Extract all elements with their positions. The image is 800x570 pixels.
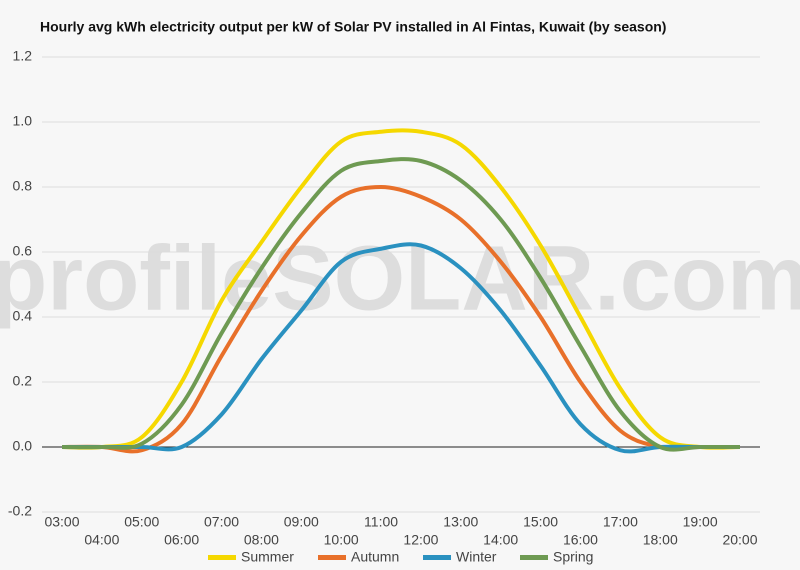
legend-swatch (318, 555, 346, 560)
x-tick-label: 15:00 (523, 514, 558, 530)
x-tick-label: 19:00 (683, 514, 718, 530)
y-tick-label: 0.6 (13, 243, 33, 259)
line (62, 242, 740, 454)
y-tick-label: 0.8 (13, 178, 33, 194)
y-tick-label: 0.2 (13, 373, 33, 389)
x-tick-label: 16:00 (563, 532, 598, 548)
line (61, 185, 740, 454)
y-tick-label: 1.2 (13, 48, 33, 64)
legend-label: Summer (241, 549, 294, 565)
x-tick-label: 03:00 (44, 514, 79, 530)
x-tick-label: 11:00 (364, 514, 398, 530)
x-tick-label: 17:00 (603, 514, 638, 530)
x-tick-label: 04:00 (84, 532, 119, 548)
legend-label: Spring (553, 549, 593, 565)
y-tick-label: 0.0 (13, 438, 33, 454)
x-tick-label: 14:00 (483, 532, 518, 548)
x-tick-label: 18:00 (643, 532, 678, 548)
line (61, 128, 741, 450)
y-tick-label: 1.0 (13, 113, 33, 129)
y-tick-label: -0.2 (8, 503, 32, 519)
x-tick-label: 13:00 (443, 514, 478, 530)
x-tick-label: 05:00 (124, 514, 159, 530)
legend-swatch (423, 555, 451, 560)
y-tick-label: 0.4 (13, 308, 33, 324)
chart-title: Hourly avg kWh electricity output per kW… (40, 19, 666, 35)
x-tick-label: 20:00 (722, 532, 757, 548)
x-tick-label: 08:00 (244, 532, 279, 548)
x-tick-label: 06:00 (164, 532, 199, 548)
legend-swatch (520, 555, 548, 560)
x-tick-label: 10:00 (324, 532, 359, 548)
legend-label: Winter (456, 549, 497, 565)
watermark: profileSOLAR.com (0, 227, 800, 329)
x-tick-label: 12:00 (403, 532, 438, 548)
line (61, 157, 740, 452)
legend-label: Autumn (351, 549, 399, 565)
x-tick-label: 07:00 (204, 514, 239, 530)
x-tick-label: 09:00 (284, 514, 319, 530)
legend-swatch (208, 555, 236, 560)
